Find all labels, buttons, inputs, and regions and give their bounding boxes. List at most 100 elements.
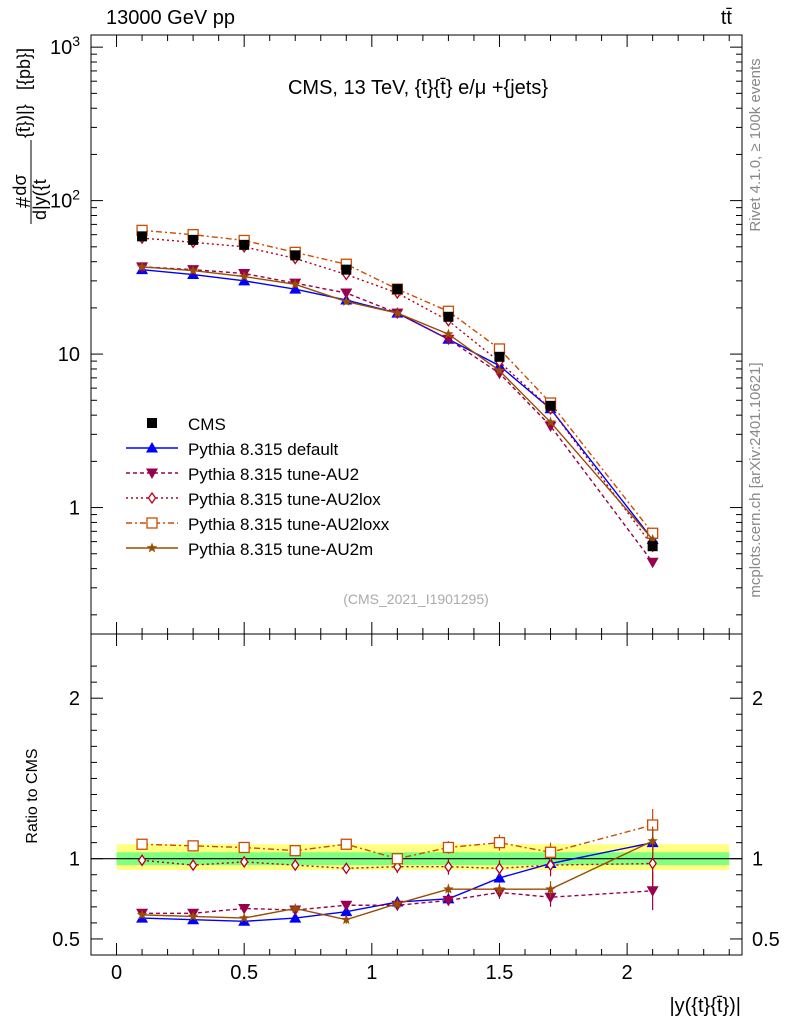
chart-title: CMS, 13 TeV, {t}{t̄} e/μ +{jets} [288,77,548,99]
ratio-y-tick-label-right: 2 [752,688,763,710]
legend: CMS Pythia 8.315 default Pythia 8.315 tune… [126,415,390,559]
ratio-point-au2loxx [340,838,352,850]
legend-label-au2: Pythia 8.315 tune-AU2 [188,465,359,484]
ratio-point-au2m [443,883,454,894]
ratio-point-au2m [290,902,301,913]
series-line-au2lox [142,237,654,547]
ratio-point-au2lox [444,860,453,873]
main-y-tick-label: 102 [50,187,80,213]
series-point-au2m [238,271,250,282]
series-line-default [141,268,654,540]
x-tick-label: 2 [622,962,633,984]
ratio-point-au2lox [648,857,657,870]
main-y-tick-label: 10 [58,344,80,366]
legend-marker-au2m [146,542,158,553]
ratio-point-au2lox [546,858,555,872]
ylabel-middle: {t̄})|} [14,104,34,138]
ratio-y-tick-label: 0.5 [52,929,80,951]
ratio-point-au2m [136,909,148,920]
series-point-au2m [647,533,658,544]
series-point-au2 [646,557,659,569]
ratio-point-au2loxx [238,841,250,854]
mcplots-label: mcplots.cern.ch [arXiv:2401.10621] [747,362,764,597]
ratio-y-tick-label: 1 [69,849,80,871]
data-point-cms [188,234,199,245]
series-line-au2loxx [142,229,654,534]
ratio-y-tick-label-right: 0.5 [752,929,780,951]
legend-label-cms: CMS [188,415,226,434]
data-point-cms [545,400,556,411]
series-point-au2m [443,328,454,339]
series-line-au2 [142,266,654,563]
ratio-point-au2lox [188,858,198,872]
ylabel-unit: [{pb}] [14,48,34,90]
ratio-point-au2lox [342,862,351,875]
data-point-cms [341,264,352,275]
series-point-au2m [494,365,505,376]
ratio-point-au2m [187,910,199,921]
ratio-point-au2m [647,835,658,846]
ratio-point-au2lox [137,854,147,867]
legend-label-default: Pythia 8.315 default [188,440,339,459]
ratio-point-au2 [544,892,557,904]
data-point-cms [647,541,658,552]
main-y-tick-label: 103 [50,33,80,59]
series-point-au2m [187,265,199,276]
series-point-au2 [544,421,557,432]
legend-label-au2lox: Pythia 8.315 tune-AU2lox [188,490,381,509]
legend-marker-au2loxx [146,517,158,529]
x-tick-label: 1 [366,962,377,984]
ratio-point-au2loxx [391,853,404,865]
series-point-au2 [340,288,353,300]
series-point-au2m [341,296,352,306]
main-y-tick-label: 1 [69,498,80,520]
data-point-cms [443,311,454,322]
ratio-point-au2loxx [544,846,557,858]
series-point-au2m [290,278,301,289]
data-point-cms [494,351,505,362]
series-line-au2m [142,266,654,540]
legend-label-au2loxx: Pythia 8.315 tune-AU2loxx [188,515,390,534]
ratio-y-tick-label: 2 [69,688,80,710]
ratio-point-au2loxx [136,838,148,850]
ratio-point-au2loxx [442,841,455,854]
x-axis-label: |y({t}{t̄})| [669,995,741,1017]
ratio-point-au2 [238,903,251,915]
y-axis-label-main: # dσ d|y({t {t̄})|} [{pb}] [10,48,50,224]
ratio-point-au2lox [239,855,249,869]
ratio-y-tick-label-right: 1 [752,849,763,871]
ratio-point-au2m [494,883,505,894]
series-point-au2 [493,368,506,380]
ylabel-prefix: # [13,196,35,208]
ratio-point-au2 [340,900,353,912]
y-axis-label-ratio: Ratio to CMS [24,748,41,843]
ratio-point-au2m [392,898,403,909]
ratio-point-au2m [545,883,556,894]
series-point-au2 [442,334,455,346]
legend-marker-au2 [146,468,158,479]
ratio-point-default [238,915,251,926]
process-label: tt̄ [721,7,733,29]
data-point-cms [290,250,301,261]
ratio-point-au2loxx [187,840,199,852]
ratio-point-au2 [442,895,455,907]
x-tick-label: 0.5 [230,962,258,984]
series-point-au2m [545,416,556,427]
ratio-point-au2m [238,912,250,923]
series-point-default [238,274,251,286]
legend-label-au2m: Pythia 8.315 tune-AU2m [188,540,373,559]
analysis-watermark: (CMS_2021_I1901295) [343,591,489,607]
ylabel-denominator: d|y({t [30,179,50,220]
ratio-line-default [142,841,653,922]
energy-label: 13000 GeV pp [106,7,235,29]
data-point-cms [137,231,148,242]
x-tick-label: 0 [111,962,122,984]
ratio-point-au2lox [495,862,504,875]
data-point-cms [392,284,403,295]
series-point-au2m [392,307,403,318]
ratio-point-au2loxx [493,837,506,849]
legend-marker-cms [147,418,157,428]
ratio-panel: 0 0.5 1 1.5 2 2 2 1 1 0.5 0.5 [52,633,780,984]
rivet-version-label: Rivet 4.1.0, ≥ 100k events [747,58,764,231]
